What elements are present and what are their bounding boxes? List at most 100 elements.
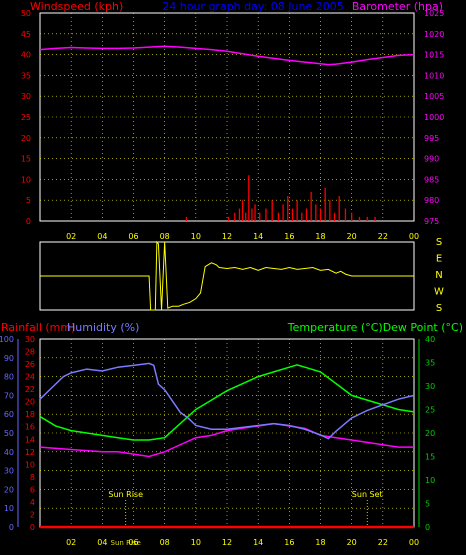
- barometer-tick-label: 980: [424, 196, 439, 205]
- rainfall-tick-label: 20: [25, 398, 35, 407]
- hour-tick-label: 06: [128, 538, 138, 547]
- wind-direction-label: W: [434, 287, 444, 298]
- hour-tick-label: 12: [222, 538, 232, 547]
- hour-tick-label: 12: [222, 232, 232, 241]
- rainfall-tick-label: 4: [30, 498, 35, 507]
- top-plot-grid: [40, 13, 414, 221]
- hour-tick-label: 04: [97, 232, 107, 241]
- hour-tick-label: 08: [160, 232, 170, 241]
- humidity-tick-label: 50: [4, 429, 14, 438]
- barometer-tick-label: 1005: [424, 92, 444, 101]
- rainfall-tick-label: 22: [25, 385, 35, 394]
- rainfall-tick-label: 28: [25, 348, 35, 357]
- windspeed-tick-label: 15: [21, 155, 31, 164]
- temperature-tick-labels: 0 5 10 15 20 25 30 35 40: [425, 335, 435, 532]
- hour-tick-label: 10: [191, 538, 201, 547]
- sunrise-axis-label: Sun Rise: [111, 539, 141, 547]
- humidity-tick-label: 30: [4, 467, 14, 476]
- temperature-tick-label: 0: [425, 523, 430, 532]
- rainfall-tick-label: 6: [30, 485, 35, 494]
- barometer-tick-label: 1010: [424, 71, 444, 80]
- wind-direction-label: S: [436, 303, 442, 314]
- temperature-tick-label: 20: [425, 429, 435, 438]
- rainfall-tick-label: 24: [25, 373, 35, 382]
- hour-tick-label: 18: [315, 232, 325, 241]
- hour-tick-label: 06: [128, 232, 138, 241]
- hour-tick-label: 22: [378, 232, 388, 241]
- windspeed-tick-label: 40: [21, 51, 31, 60]
- humidity-tick-label: 60: [4, 410, 14, 419]
- humidity-tick-label: 20: [4, 485, 14, 494]
- barometer-line: [39, 45, 415, 66]
- windspeed-tick-label: 35: [21, 71, 31, 80]
- rainfall-tick-label: 10: [25, 460, 35, 469]
- chart-title: 24 hour graph day: 08 June 2005: [162, 0, 343, 13]
- humidity-axis-title: Humidity (%): [67, 321, 139, 334]
- rainfall-tick-label: 2: [30, 510, 35, 519]
- humidity-tick-labels: 0 10 20 30 40 50 60 70 80 90 100: [0, 335, 14, 532]
- temperature-tick-label: 30: [425, 382, 435, 391]
- sunrise-label: Sun Rise: [108, 490, 143, 499]
- barometer-tick-label: 1020: [424, 30, 444, 39]
- windspeed-tick-label: 0: [26, 217, 31, 226]
- windspeed-tick-label: 45: [21, 30, 31, 39]
- sunset-label: Sun Set: [352, 490, 383, 499]
- bottom-hour-tick-labels: 02 04 06 08 10 12 14 16 18 20 22 00: [66, 538, 419, 547]
- temperature-tick-label: 5: [425, 500, 430, 509]
- temperature-tick-label: 15: [425, 453, 435, 462]
- humidity-tick-label: 10: [4, 504, 14, 513]
- hour-tick-label: 14: [253, 232, 263, 241]
- rainfall-tick-label: 16: [25, 423, 35, 432]
- windspeed-axis-title: Windspeed (kph): [30, 0, 123, 13]
- humidity-tick-label: 70: [4, 391, 14, 400]
- hour-tick-label: 20: [347, 538, 357, 547]
- hour-tick-label: 00: [409, 538, 419, 547]
- rainfall-axis-title: Rainfall (mm): [1, 321, 75, 334]
- dew-point-line: [39, 422, 414, 458]
- temperature-dewpoint-axis-title: Temperature (°C)Dew Point (°C): [287, 321, 463, 334]
- windspeed-tick-label: 20: [21, 134, 31, 143]
- humidity-tick-label: 0: [9, 523, 14, 532]
- windspeed-tick-labels: 0 5 10 15 20 25 30 35 40 45 50: [21, 9, 31, 226]
- hour-tick-label: 02: [66, 538, 76, 547]
- windspeed-tick-label: 5: [26, 196, 31, 205]
- rainfall-tick-label: 26: [25, 360, 35, 369]
- wind-direction-line: [40, 240, 414, 311]
- temperature-line: [39, 364, 415, 441]
- windspeed-tick-label: 10: [21, 175, 31, 184]
- rainfall-tick-label: 12: [25, 448, 35, 457]
- windspeed-bars: [185, 175, 376, 221]
- windspeed-tick-label: 25: [21, 113, 31, 122]
- temperature-tick-label: 25: [425, 406, 435, 415]
- hour-tick-label: 14: [253, 538, 263, 547]
- barometer-tick-label: 1015: [424, 51, 444, 60]
- rainfall-tick-label: 18: [25, 410, 35, 419]
- temperature-tick-label: 40: [425, 335, 435, 344]
- rainfall-tick-label: 8: [30, 473, 35, 482]
- wind-direction-label: N: [435, 270, 442, 281]
- barometer-tick-label: 995: [424, 134, 439, 143]
- rainfall-tick-label: 14: [25, 435, 35, 444]
- hour-tick-label: 20: [347, 232, 357, 241]
- barometer-axis-title: Barometer (hpa): [352, 0, 443, 13]
- hour-tick-label: 00: [409, 232, 419, 241]
- humidity-tick-label: 40: [4, 448, 14, 457]
- hour-tick-label: 02: [66, 232, 76, 241]
- barometer-tick-labels: 975 980 985 990 995 1000 1005 1010 1015 1020 1025: [424, 9, 444, 226]
- windspeed-tick-label: 30: [21, 92, 31, 101]
- sun-markers: Sun Rise Sun Set Sun Rise: [108, 490, 382, 547]
- wind-direction-label: S: [436, 237, 442, 248]
- barometer-tick-label: 1025: [424, 9, 444, 18]
- humidity-line: [39, 362, 415, 440]
- temperature-tick-label: 35: [425, 359, 435, 368]
- barometer-tick-label: 990: [424, 155, 439, 164]
- barometer-tick-label: 985: [424, 175, 439, 184]
- rainfall-tick-label: 0: [30, 523, 35, 532]
- wind-direction-label: E: [436, 254, 442, 265]
- hour-tick-label: 18: [315, 538, 325, 547]
- hour-tick-label: 22: [378, 538, 388, 547]
- windspeed-tick-label: 50: [21, 9, 31, 18]
